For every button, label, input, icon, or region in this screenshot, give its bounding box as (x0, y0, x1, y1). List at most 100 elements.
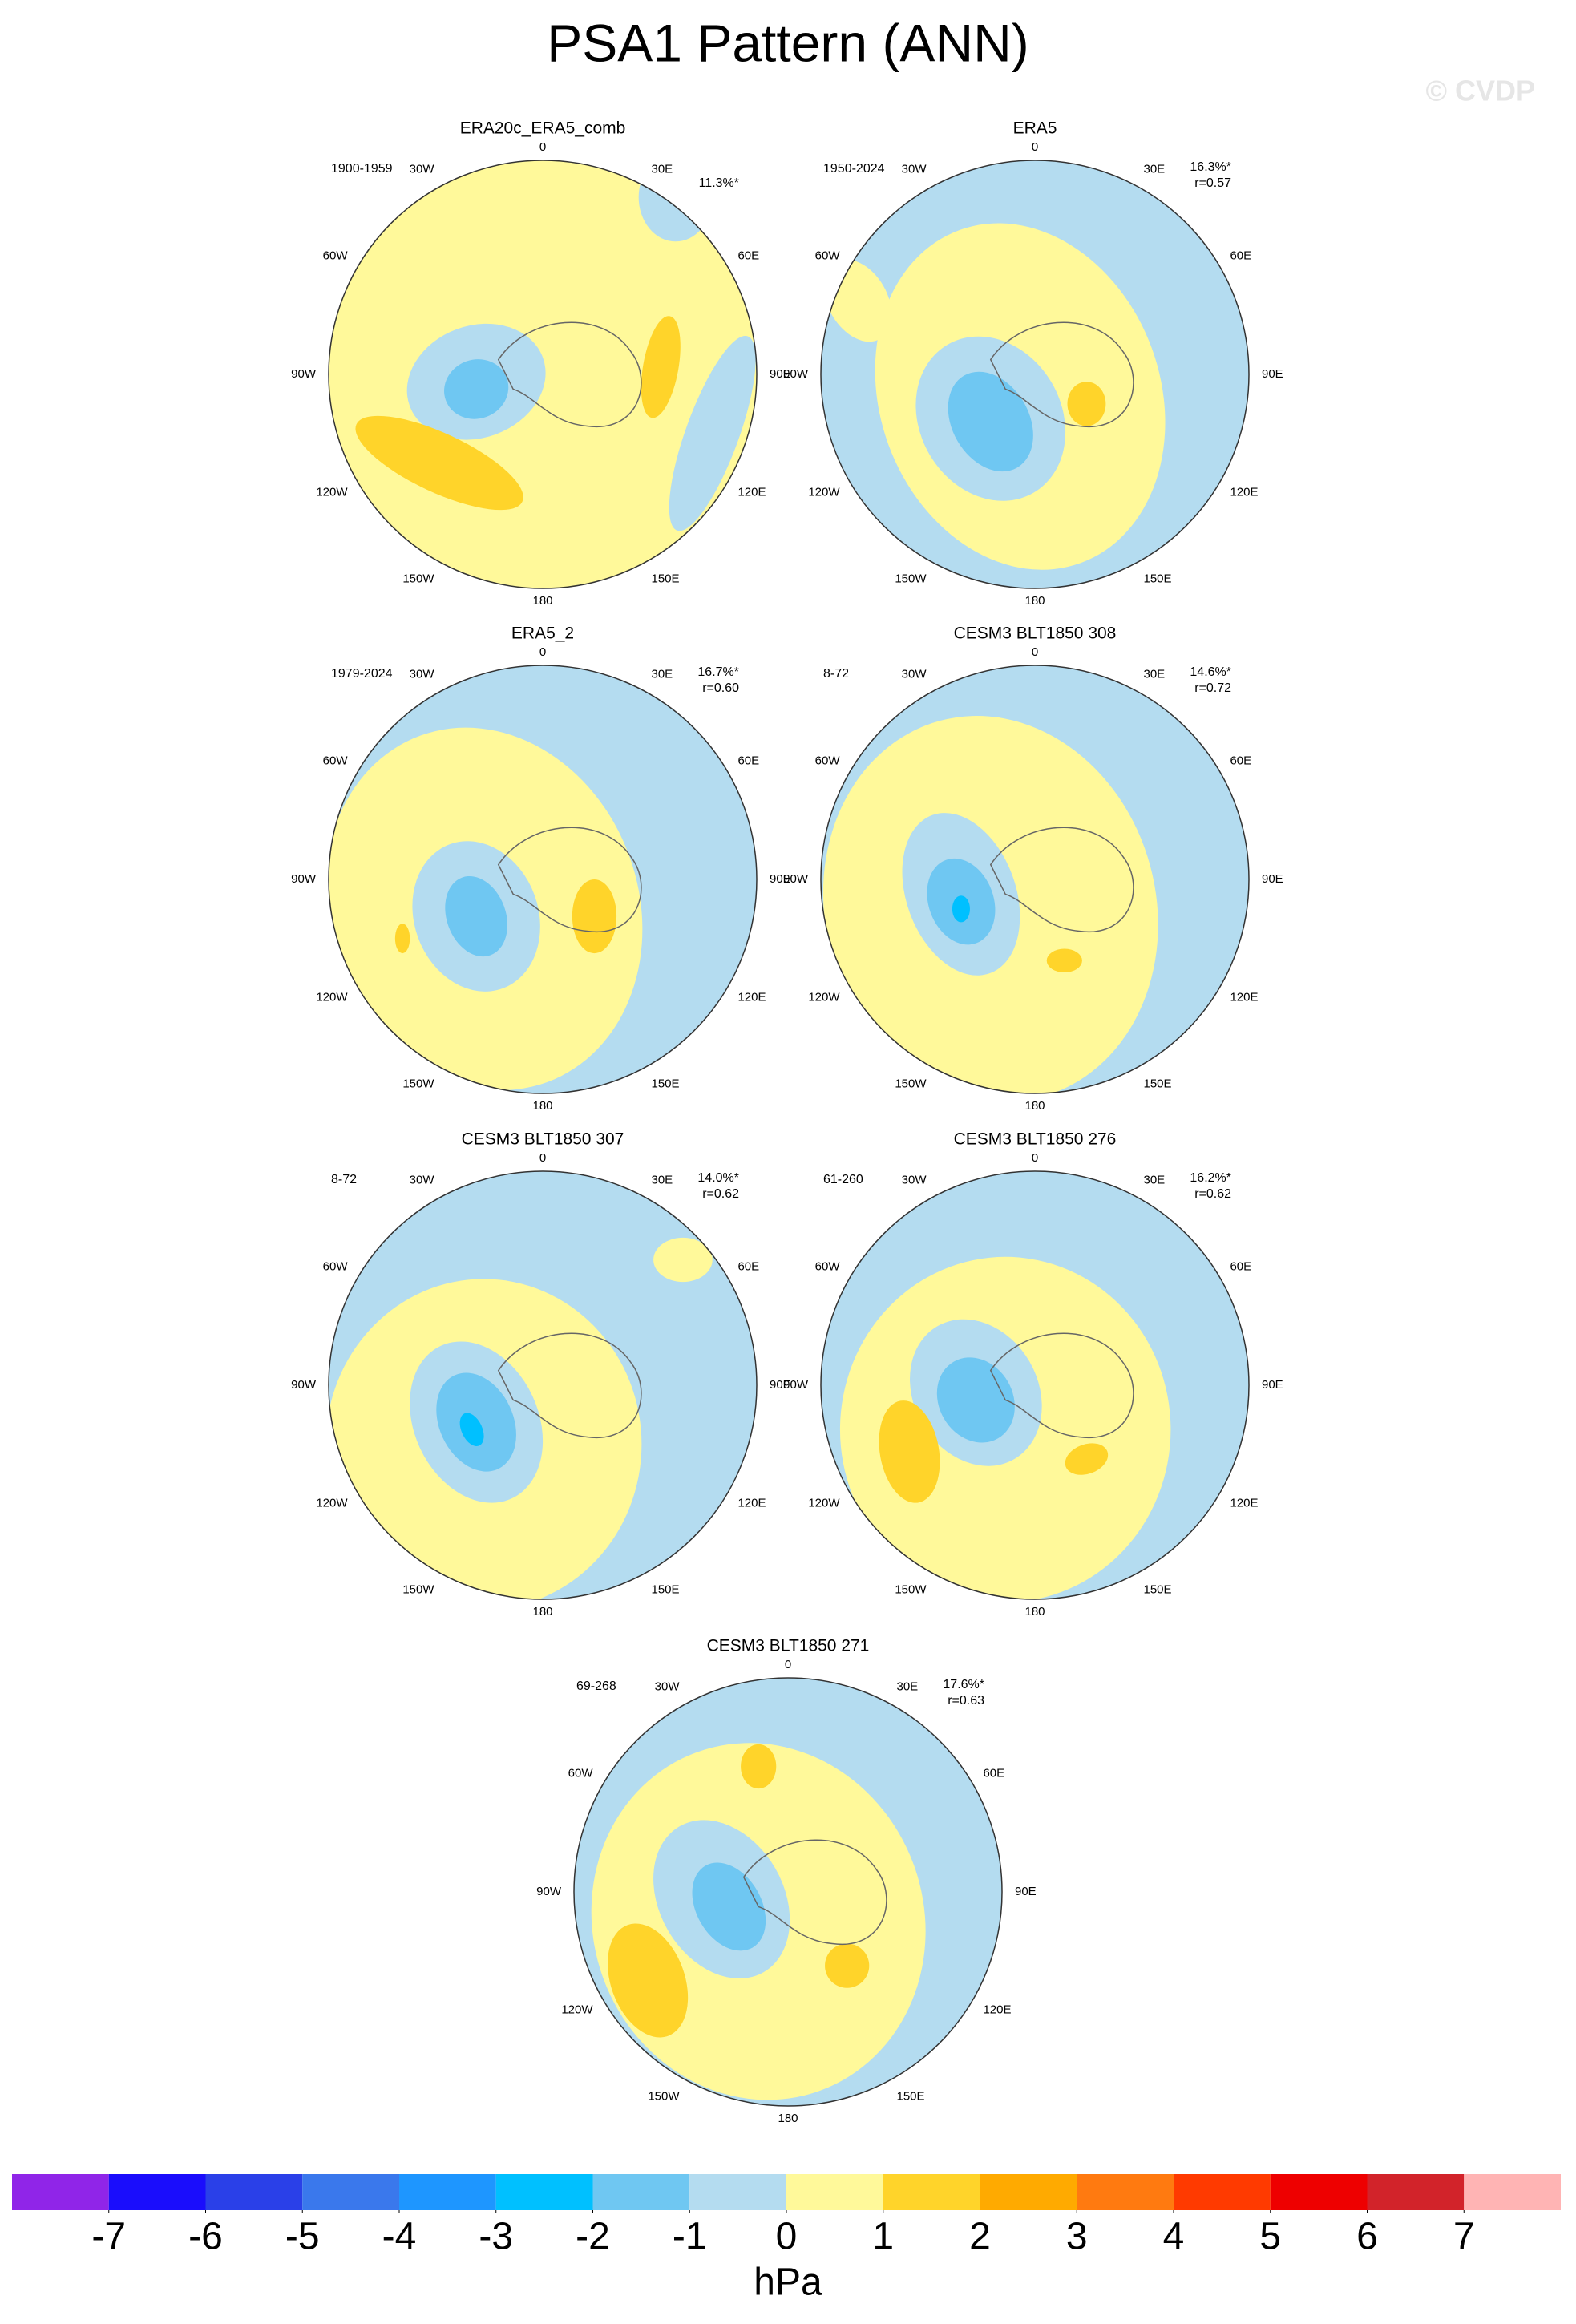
longitude-label: 150W (895, 572, 927, 585)
longitude-label: 150W (402, 1582, 434, 1596)
longitude-label: 90W (783, 367, 809, 381)
colorbar-label: 5 (1259, 2216, 1281, 2258)
colorbar-label: -1 (673, 2216, 707, 2258)
colorbar-box (689, 2174, 786, 2210)
correlation-label: r=0.62 (1194, 1187, 1231, 1201)
longitude-label: 150E (897, 2089, 925, 2103)
colorbar-box (1464, 2174, 1561, 2210)
longitude-label: 60E (1230, 249, 1251, 262)
coastline (989, 1332, 1134, 1439)
anomaly-contour (1065, 1443, 1109, 1475)
period-label: 61-260 (823, 1173, 863, 1186)
panel-title: CESM3 BLT1850 307 (462, 1130, 624, 1149)
anomaly-contour (608, 1923, 689, 2038)
longitude-label: 180 (532, 1099, 552, 1113)
map-border (820, 665, 1250, 1094)
anomaly-contour (641, 316, 681, 418)
longitude-label: 30W (655, 1679, 681, 1693)
colorbar-label: 4 (1163, 2216, 1185, 2258)
longitude-label: 90E (1015, 1885, 1037, 1898)
colorbar-box (980, 2174, 1077, 2210)
correlation-label: r=0.57 (1194, 176, 1231, 190)
longitude-label: 30E (652, 667, 673, 681)
longitude-label: 120W (316, 1496, 348, 1510)
panel-title: ERA20c_ERA5_comb (460, 119, 626, 138)
period-label: 8-72 (823, 667, 849, 681)
map-border (328, 665, 758, 1094)
anomaly-contour (459, 1413, 484, 1446)
longitude-label: 0 (539, 1151, 546, 1165)
colorbar-box (205, 2174, 303, 2210)
variance-label: 16.2%* (1190, 1171, 1231, 1185)
variance-label: 16.7%* (697, 665, 739, 679)
longitude-label: 30W (902, 667, 927, 681)
longitude-label: 120W (316, 485, 348, 499)
longitude-label: 60E (1230, 1259, 1251, 1273)
panel-title: ERA5_2 (511, 624, 574, 643)
longitude-label: 180 (1024, 1099, 1045, 1113)
longitude-label: 150E (1144, 572, 1172, 585)
colorbar-label: -3 (479, 2216, 513, 2258)
watermark: © CVDP (1425, 75, 1535, 107)
variance-label: 16.3%* (1190, 160, 1231, 174)
map-border (328, 1170, 758, 1600)
longitude-label: 120E (737, 1496, 766, 1510)
colorbar-box (592, 2174, 690, 2210)
map (329, 665, 757, 1093)
map-border (573, 1677, 1003, 2107)
colorbar-label: 1 (872, 2216, 894, 2258)
longitude-label: 60W (323, 249, 349, 262)
variance-label: 17.6%* (943, 1678, 984, 1691)
longitude-label: 120W (561, 2003, 593, 2016)
longitude-label: 150E (652, 1077, 680, 1090)
longitude-label: 90E (1262, 1378, 1283, 1392)
correlation-label: r=0.63 (948, 1694, 984, 1708)
coastline (497, 827, 642, 933)
panel-title: CESM3 BLT1850 271 (707, 1637, 870, 1655)
anomaly-contour (572, 879, 617, 954)
longitude-label: 30E (1144, 162, 1166, 176)
longitude-label: 30E (1144, 667, 1166, 681)
longitude-label: 150W (895, 1077, 927, 1090)
variance-label: 14.6%* (1190, 665, 1231, 679)
longitude-label: 60E (1230, 754, 1251, 767)
longitude-label: 0 (539, 645, 546, 659)
longitude-label: 90W (291, 367, 317, 381)
longitude-label: 90W (783, 872, 809, 886)
map-border (820, 160, 1250, 589)
longitude-label: 180 (532, 1605, 552, 1619)
period-label: 1950-2024 (823, 162, 885, 176)
variance-label: 14.0%* (697, 1171, 739, 1185)
coastline (497, 1332, 642, 1439)
map-border (820, 1170, 1250, 1600)
longitude-label: 150E (1144, 1077, 1172, 1090)
coastline (989, 321, 1134, 428)
longitude-label: 60E (737, 249, 759, 262)
colorbar-box (12, 2174, 109, 2210)
longitude-label: 30W (410, 162, 435, 176)
longitude-label: 90W (536, 1885, 562, 1898)
correlation-label: r=0.62 (702, 1187, 739, 1201)
map (821, 1171, 1249, 1599)
longitude-label: 180 (1024, 594, 1045, 608)
longitude-label: 120W (808, 485, 840, 499)
longitude-label: 60E (737, 1259, 759, 1273)
anomaly-contour (879, 1400, 940, 1503)
longitude-label: 0 (785, 1658, 791, 1671)
anomaly-contour (445, 875, 507, 957)
colorbar-box (1077, 2174, 1174, 2210)
correlation-label: r=0.60 (702, 681, 739, 695)
longitude-label: 120E (1230, 1496, 1258, 1510)
longitude-label: 30E (652, 1173, 673, 1186)
longitude-label: 90W (783, 1378, 809, 1392)
longitude-label: 60E (737, 754, 759, 767)
colorbar-label: 3 (1066, 2216, 1088, 2258)
map (329, 160, 757, 588)
longitude-label: 0 (1032, 645, 1038, 659)
colorbar-label: 6 (1356, 2216, 1378, 2258)
colorbar-box (1174, 2174, 1271, 2210)
colorbar-box (786, 2174, 883, 2210)
colorbar-box (1367, 2174, 1465, 2210)
longitude-label: 30E (1144, 1173, 1166, 1186)
